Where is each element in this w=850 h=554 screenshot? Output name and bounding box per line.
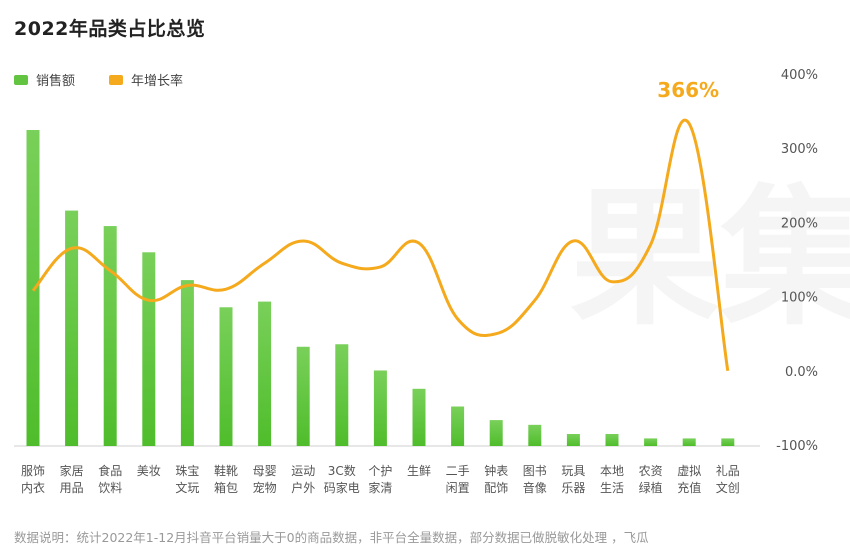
category-label-5-0: 鞋靴 <box>214 463 238 478</box>
category-label-1-1: 用品 <box>60 481 84 495</box>
category-label-7-0: 运动 <box>291 464 315 478</box>
category-label-5-1: 箱包 <box>214 480 238 495</box>
category-label-2-0: 食品 <box>98 463 122 478</box>
legend-swatch-growth <box>109 74 124 85</box>
bar-2 <box>103 226 117 446</box>
category-label-17-1: 充值 <box>677 480 701 495</box>
category-label-16-1: 绿植 <box>639 480 663 495</box>
right-tick-4: 0.0% <box>785 365 818 380</box>
category-label-18-0: 礼品 <box>716 463 740 478</box>
bar-13 <box>528 424 542 446</box>
bar-0 <box>26 130 40 446</box>
category-label-12-1: 配饰 <box>484 481 508 495</box>
category-label-14-0: 玩具 <box>561 464 585 478</box>
bar-18 <box>721 438 735 446</box>
bar-14 <box>566 433 580 446</box>
category-label-13-1: 音像 <box>523 480 547 495</box>
right-tick-2: 200% <box>781 216 818 231</box>
category-label-15-0: 本地 <box>600 464 624 478</box>
category-label-7-1: 户外 <box>291 480 315 495</box>
category-label-2-1: 饮料 <box>98 481 122 495</box>
legend-label-growth: 年增长率 <box>131 74 184 89</box>
right-tick-0: 400% <box>781 68 818 83</box>
category-label-9-0: 个护 <box>368 464 392 478</box>
category-label-0-0: 服饰 <box>21 464 45 478</box>
bar-16 <box>644 438 658 446</box>
watermark: 果集 <box>570 172 850 346</box>
category-label-11-1: 闲置 <box>446 481 470 495</box>
category-label-11-0: 二手 <box>446 464 470 478</box>
legend-item-sales: 销售额 <box>14 70 75 89</box>
category-label-1-0: 家居 <box>60 463 84 478</box>
bar-8 <box>335 344 349 446</box>
growth-line <box>31 118 730 372</box>
data-note: 数据说明：统计2022年1-12月抖音平台销量大于0的商品数据，非平台全量数据，… <box>14 530 649 545</box>
category-label-8-0: 3C数 <box>328 463 356 478</box>
category-label-10-0: 生鲜 <box>407 464 431 478</box>
category-label-16-0: 农资 <box>639 464 663 478</box>
category-label-9-1: 家清 <box>368 480 392 495</box>
chart-title: 2022年品类占比总览 <box>14 18 206 40</box>
category-label-4-0: 珠宝 <box>175 464 199 478</box>
category-label-15-1: 生活 <box>600 481 624 495</box>
legend-swatch-sales <box>14 74 28 85</box>
bar-6 <box>258 301 272 446</box>
category-label-6-1: 宠物 <box>253 480 277 495</box>
bar-17 <box>682 438 696 446</box>
bar-3 <box>142 252 156 446</box>
combo-chart: 果集 366% 400% 300% 200% 100% 0.0% -100% 服饰内衣家居… <box>14 68 850 495</box>
peak-label: 366% <box>657 78 719 102</box>
bar-1 <box>65 210 79 446</box>
bar-7 <box>296 346 310 446</box>
category-label-4-1: 文玩 <box>175 480 199 495</box>
category-label-0-1: 内衣 <box>21 480 45 495</box>
bar-15 <box>605 433 619 446</box>
bar-12 <box>489 420 503 446</box>
bar-4 <box>180 280 194 446</box>
bar-11 <box>451 406 465 446</box>
category-label-14-1: 乐器 <box>561 481 585 495</box>
bar-5 <box>219 307 233 446</box>
category-label-17-0: 虚拟 <box>677 464 701 478</box>
category-label-12-0: 钟表 <box>484 463 508 478</box>
category-label-13-0: 图书 <box>523 464 547 478</box>
category-label-6-0: 母婴 <box>253 464 277 478</box>
legend-item-growth: 年增长率 <box>109 70 183 89</box>
legend-label-sales: 销售额 <box>36 74 76 89</box>
right-tick-3: 100% <box>781 291 818 306</box>
right-tick-5: -100% <box>776 439 818 454</box>
category-label-18-1: 文创 <box>716 480 740 495</box>
legend: 销售额 年增长率 <box>14 70 217 89</box>
category-label-8-1: 码家电 <box>324 480 360 495</box>
category-label-3-0: 美妆 <box>137 464 161 478</box>
bar-9 <box>373 370 387 446</box>
right-tick-1: 300% <box>781 142 818 157</box>
bar-10 <box>412 388 426 446</box>
